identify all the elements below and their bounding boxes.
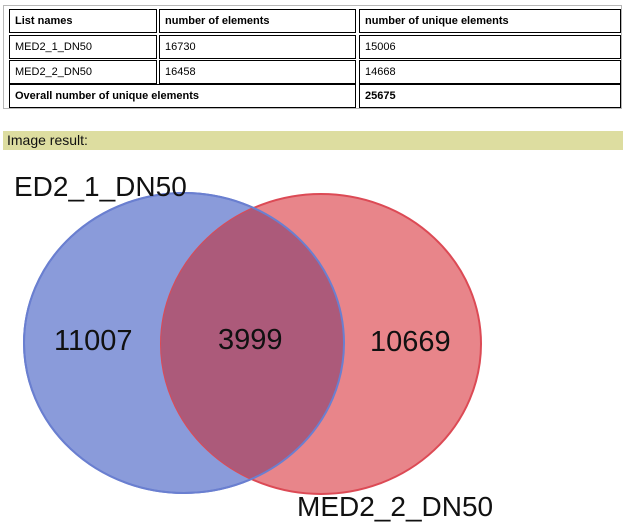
venn-set-a-outline bbox=[23, 192, 345, 494]
overall-value: 25675 bbox=[359, 84, 621, 108]
overall-label: Overall number of unique elements bbox=[9, 84, 356, 108]
table-cell-list-name: MED2_1_DN50 bbox=[9, 35, 157, 59]
venn-only-b-count: 10669 bbox=[370, 326, 451, 358]
table-cell-elements: 16730 bbox=[159, 35, 356, 59]
venn-set-a-label: ED2_1_DN50 bbox=[14, 171, 187, 202]
table-cell-elements: 16458 bbox=[159, 60, 356, 84]
venn-diagram: ED2_1_DN50 MED2_2_DN50 11007 3999 10669 bbox=[14, 171, 493, 522]
venn-only-a-count: 11007 bbox=[54, 325, 133, 357]
table-cell-unique-elements: 15006 bbox=[359, 35, 621, 59]
header-number-of-elements: number of elements bbox=[159, 9, 356, 33]
header-list-names: List names bbox=[9, 9, 157, 33]
table-cell-list-name: MED2_2_DN50 bbox=[9, 60, 157, 84]
venn-overlap-region bbox=[161, 194, 344, 493]
image-result-label: Image result: bbox=[3, 131, 623, 150]
venn-set-b-label: MED2_2_DN50 bbox=[297, 491, 493, 522]
summary-table: List names number of elements number of … bbox=[3, 5, 622, 109]
venn-intersection-count: 3999 bbox=[218, 324, 283, 356]
table-cell-unique-elements: 14668 bbox=[359, 60, 621, 84]
header-number-of-unique-elements: number of unique elements bbox=[359, 9, 621, 33]
